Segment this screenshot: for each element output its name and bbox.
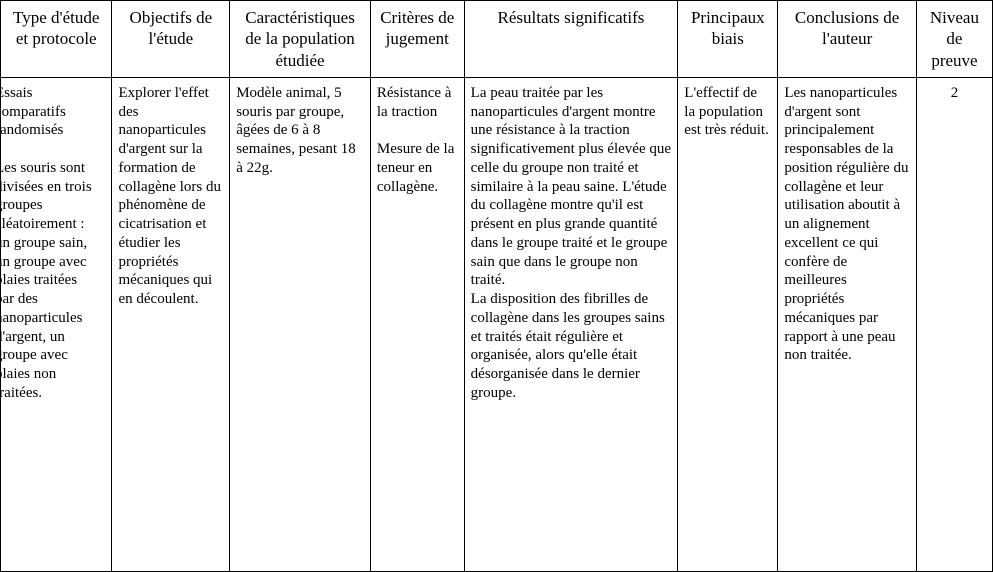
cell-niveau-preuve: 2 bbox=[916, 77, 992, 571]
cell-type-protocole: Essais comparatifs randomisés Les souris… bbox=[1, 77, 112, 571]
cell-criteres-p2: Mesure de la teneur en collagène. bbox=[377, 140, 458, 196]
col-header-conclusions: Conclusions de l'auteur bbox=[778, 1, 917, 78]
col-header-population: Caractéristiques de la population étudié… bbox=[230, 1, 371, 78]
col-header-criteres: Critères de jugement bbox=[370, 1, 464, 78]
table-row: Essais comparatifs randomisés Les souris… bbox=[1, 77, 993, 571]
cell-criteres-p1: Résistance à la traction bbox=[377, 84, 458, 122]
cell-conclusions: Les nanoparticules d'argent sont princip… bbox=[778, 77, 917, 571]
col-header-resultats: Résultats significatifs bbox=[464, 1, 678, 78]
table-body: Essais comparatifs randomisés Les souris… bbox=[1, 77, 993, 571]
evidence-table: Type d'étude et protocole Objectifs de l… bbox=[0, 0, 993, 572]
col-header-type-protocole: Type d'étude et protocole bbox=[1, 1, 112, 78]
cell-type-protocole-p1: Essais comparatifs randomisés bbox=[0, 84, 93, 140]
cell-spacer bbox=[0, 140, 93, 159]
cell-criteres: Résistance à la traction Mesure de la te… bbox=[370, 77, 464, 571]
table-header-row: Type d'étude et protocole Objectifs de l… bbox=[1, 1, 993, 78]
table-header: Type d'étude et protocole Objectifs de l… bbox=[1, 1, 993, 78]
cell-objectifs: Explorer l'effet des nanoparticules d'ar… bbox=[112, 77, 230, 571]
cell-biais: L'effectif de la population est très réd… bbox=[678, 77, 778, 571]
cell-resultats-p1: La peau traitée par les nanoparticules d… bbox=[471, 84, 672, 290]
evidence-table-container: Type d'étude et protocole Objectifs de l… bbox=[0, 0, 993, 572]
cell-type-protocole-p2: Les souris sont divisées en trois groupe… bbox=[0, 159, 93, 403]
cell-population: Modèle animal, 5 souris par groupe, âgée… bbox=[230, 77, 371, 571]
col-header-objectifs: Objectifs de l'étude bbox=[112, 1, 230, 78]
cell-resultats: La peau traitée par les nanoparticules d… bbox=[464, 77, 678, 571]
col-header-niveau-preuve: Niveau de preuve bbox=[916, 1, 992, 78]
cell-resultats-p2: La disposition des fibrilles de collagèn… bbox=[471, 290, 672, 403]
col-header-biais: Principaux biais bbox=[678, 1, 778, 78]
